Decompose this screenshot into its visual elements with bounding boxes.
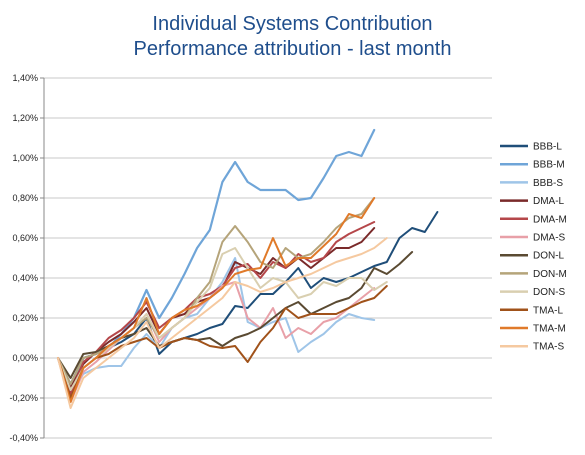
legend-label: DON-M [533,269,567,280]
legend-label: BBB-S [533,178,563,189]
y-tick-label: 0,20% [12,313,38,323]
series-line-tma-m [57,197,376,403]
series-line-tma-l [57,285,388,399]
legend-label: DMA-L [533,196,565,207]
y-tick-label: -0,40% [9,433,38,443]
series-line-don-s [57,247,388,391]
chart-title-line1: Individual Systems Contribution [152,13,433,35]
gridlines [44,77,492,439]
legend-label: TMA-L [533,305,563,316]
series-lines [56,128,439,409]
legend: BBB-L BBB-M BBB-S DMA-L DMA-M DMA-S DON-L DON-M… [500,142,567,353]
chart-title: Individual Systems Contribution Performa… [0,12,585,62]
y-tick-label: 1,00% [12,153,38,163]
y-tick-label: 0,80% [12,193,38,203]
series-line-don-l [57,251,414,379]
legend-label: DON-S [533,287,566,298]
legend-label: TMA-M [533,324,566,335]
y-tick-label: 0,60% [12,233,38,243]
legend-label: DON-L [533,251,565,262]
series-line-dma-l [57,227,376,389]
y-tick-label: -0,20% [9,393,38,403]
series-line-dma-m [57,221,376,395]
chart-subtitle: Performance attribution - last month [133,38,452,60]
legend-label: DMA-S [533,233,566,244]
series-line-tma-s [57,237,388,409]
y-tick-label: 1,40% [12,73,38,83]
legend-label: BBB-M [533,160,565,171]
y-axis: -0,40% -0,20% 0,00% 0,20% 0,40% 0,60% 0,80% 1,0… [9,73,45,443]
series-line-bbb-l [57,211,439,385]
legend-label: TMA-S [533,342,564,353]
legend-label: DMA-M [533,214,567,225]
y-tick-label: 0,40% [12,273,38,283]
legend-label: BBB-L [533,142,562,153]
y-tick-label: 1,20% [12,113,38,123]
y-tick-label: 0,00% [12,353,38,363]
